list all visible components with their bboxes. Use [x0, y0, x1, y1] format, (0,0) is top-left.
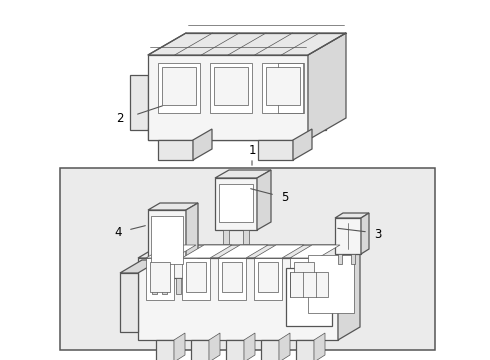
Bar — [262, 63, 304, 113]
Polygon shape — [138, 245, 360, 258]
Polygon shape — [335, 213, 369, 218]
Polygon shape — [148, 33, 346, 55]
Polygon shape — [182, 258, 210, 300]
Polygon shape — [186, 203, 198, 278]
Polygon shape — [174, 333, 185, 360]
Polygon shape — [335, 218, 361, 254]
Bar — [351, 254, 355, 264]
Polygon shape — [226, 340, 244, 360]
Polygon shape — [218, 245, 268, 258]
Polygon shape — [146, 245, 196, 258]
Bar — [338, 254, 342, 264]
Bar — [266, 67, 300, 105]
Polygon shape — [244, 333, 255, 360]
Polygon shape — [308, 75, 326, 130]
Polygon shape — [215, 170, 271, 178]
Polygon shape — [182, 245, 232, 258]
Bar — [219, 184, 253, 222]
Text: 5: 5 — [281, 190, 289, 203]
Polygon shape — [258, 262, 278, 292]
Bar — [162, 278, 167, 294]
Polygon shape — [148, 203, 198, 210]
Polygon shape — [218, 258, 246, 300]
Polygon shape — [191, 340, 209, 360]
Polygon shape — [258, 140, 293, 160]
Bar — [60, 168, 435, 350]
Polygon shape — [158, 140, 193, 160]
Polygon shape — [290, 258, 318, 300]
Bar — [223, 230, 229, 244]
Polygon shape — [193, 129, 212, 160]
Text: 3: 3 — [374, 228, 382, 240]
Bar — [176, 278, 181, 294]
Polygon shape — [290, 245, 340, 258]
Polygon shape — [138, 258, 338, 340]
Polygon shape — [222, 262, 242, 292]
Polygon shape — [314, 333, 325, 360]
Polygon shape — [186, 262, 206, 292]
Polygon shape — [156, 340, 174, 360]
Polygon shape — [290, 272, 328, 297]
Polygon shape — [148, 128, 308, 140]
Polygon shape — [120, 273, 138, 332]
Polygon shape — [293, 129, 312, 160]
Bar — [278, 63, 303, 113]
Polygon shape — [148, 210, 186, 278]
Bar — [214, 67, 248, 105]
Polygon shape — [279, 333, 290, 360]
Polygon shape — [148, 55, 308, 140]
Bar — [162, 67, 196, 105]
Bar — [210, 63, 252, 113]
Bar — [158, 63, 200, 113]
Text: 4: 4 — [114, 225, 122, 239]
Polygon shape — [294, 262, 314, 292]
Polygon shape — [308, 33, 346, 140]
Bar — [151, 216, 183, 264]
Bar — [152, 278, 157, 294]
Text: 1: 1 — [248, 144, 256, 157]
Polygon shape — [254, 258, 282, 300]
Polygon shape — [130, 75, 148, 130]
Polygon shape — [286, 268, 332, 326]
Polygon shape — [209, 333, 220, 360]
Polygon shape — [308, 255, 354, 313]
Polygon shape — [150, 262, 170, 292]
Polygon shape — [338, 245, 360, 340]
Polygon shape — [215, 178, 257, 230]
Polygon shape — [361, 213, 369, 254]
Polygon shape — [261, 340, 279, 360]
Bar — [243, 230, 249, 244]
Polygon shape — [254, 245, 304, 258]
Polygon shape — [296, 340, 314, 360]
Polygon shape — [257, 170, 271, 230]
Polygon shape — [120, 260, 160, 273]
Polygon shape — [146, 258, 174, 300]
Text: 2: 2 — [116, 112, 124, 125]
